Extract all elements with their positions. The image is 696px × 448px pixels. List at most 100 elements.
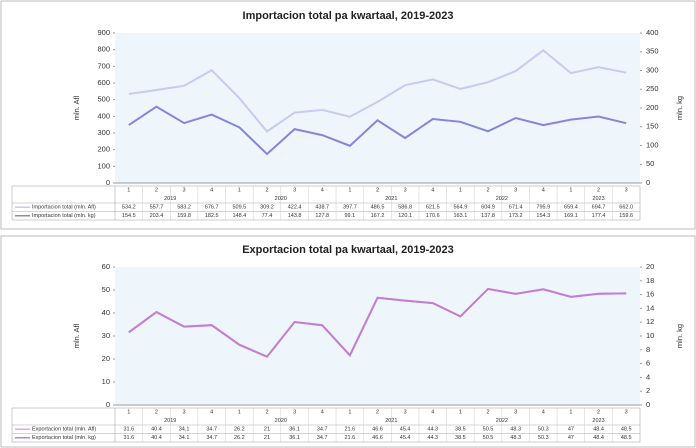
table-value: 795.9 — [536, 205, 550, 211]
table-value: 21.6 — [345, 427, 356, 433]
table-value: 203.4 — [150, 213, 164, 219]
x-tick-label: 1 — [238, 410, 241, 416]
x-tick-label: 2 — [155, 188, 158, 194]
x-group-label: 2019 — [164, 418, 176, 424]
series-line — [128, 49, 627, 133]
table-value: 169.1 — [564, 213, 578, 219]
chart-title: Importacion total pa kwartaal, 2019-2023 — [243, 10, 454, 22]
y2-tick-label: 12 — [646, 317, 654, 326]
table-value: 422.4 — [288, 205, 302, 211]
table-value: 177.4 — [592, 213, 606, 219]
x-tick-label: 3 — [404, 410, 407, 416]
legend-label: Exportacion total (mln. kg) — [32, 435, 96, 441]
table-value: 21 — [264, 435, 270, 441]
y2-tick-label: 6 — [646, 359, 650, 368]
x-tick-label: 2 — [597, 410, 600, 416]
table-value: 48.4 — [593, 427, 604, 433]
y-tick-label: 20 — [102, 354, 110, 363]
x-tick-label: 4 — [542, 188, 545, 194]
table-value: 48.4 — [593, 435, 604, 441]
table-value: 47 — [568, 435, 574, 441]
x-tick-label: 4 — [321, 410, 324, 416]
table-value: 45.4 — [400, 435, 411, 441]
table-value: 36.1 — [289, 427, 300, 433]
table-value: 46.6 — [372, 427, 383, 433]
table-value: 564.9 — [454, 205, 468, 211]
x-tick-label: 4 — [431, 188, 434, 194]
table-value: 48.5 — [621, 427, 632, 433]
table-value: 159.6 — [619, 213, 633, 219]
x-tick-label: 2 — [597, 188, 600, 194]
table-value: 50.3 — [538, 435, 549, 441]
y2-tick-label: 8 — [646, 345, 650, 354]
table-value: 45.4 — [400, 427, 411, 433]
y-tick-label: 40 — [102, 308, 110, 317]
x-tick-label: 1 — [459, 410, 462, 416]
legend-label: Exportacion total (mln. Afl) — [32, 427, 96, 433]
x-tick-label: 2 — [155, 410, 158, 416]
y-axis-label: mln. Afl — [72, 323, 81, 348]
table-value: 99.1 — [345, 213, 356, 219]
table-value: 662.0 — [619, 205, 633, 211]
x-group-label: 2020 — [275, 418, 287, 424]
x-tick-label: 2 — [376, 188, 379, 194]
table-value: 21 — [264, 427, 270, 433]
y-tick-label: 600 — [97, 78, 110, 87]
table-value: 48.3 — [510, 435, 521, 441]
table-value: 44.3 — [427, 435, 438, 441]
legend-label: Importacion total (mln. Afl) — [32, 205, 96, 211]
x-tick-label: 3 — [625, 188, 628, 194]
chart-frame — [0, 235, 696, 448]
table-value: 167.2 — [371, 213, 385, 219]
table-value: 604.9 — [481, 205, 495, 211]
x-tick-label: 3 — [625, 410, 628, 416]
x-tick-label: 1 — [569, 410, 572, 416]
y2-tick-label: 16 — [646, 290, 654, 299]
x-group-label: 2021 — [385, 418, 397, 424]
table-value: 31.6 — [123, 427, 134, 433]
x-tick-label: 2 — [486, 410, 489, 416]
table-value: 40.4 — [151, 435, 162, 441]
y2-tick-label: 10 — [646, 331, 654, 340]
table-value: 38.5 — [455, 427, 466, 433]
y2-tick-label: 300 — [646, 65, 659, 74]
x-tick-label: 1 — [348, 188, 351, 194]
x-tick-label: 4 — [210, 410, 213, 416]
x-tick-label: 2 — [486, 188, 489, 194]
y2-tick-label: 2 — [646, 386, 650, 395]
table-value: 182.5 — [205, 213, 219, 219]
table-value: 509.5 — [232, 205, 246, 211]
table-value: 163.1 — [454, 213, 468, 219]
y-tick-label: 500 — [97, 95, 110, 104]
table-value: 557.7 — [150, 205, 164, 211]
y-tick-label: 400 — [97, 111, 110, 120]
table-value: 36.1 — [289, 435, 300, 441]
x-group-label: 2022 — [496, 418, 508, 424]
plot-area — [115, 267, 640, 405]
table-value: 120.1 — [398, 213, 412, 219]
x-group-label: 2019 — [164, 196, 176, 202]
table-value: 34.7 — [317, 435, 328, 441]
x-tick-label: 1 — [569, 188, 572, 194]
x-group-label: 2023 — [592, 418, 604, 424]
x-tick-label: 4 — [210, 188, 213, 194]
x-group-label: 2023 — [592, 196, 604, 202]
table-value: 47 — [568, 427, 574, 433]
x-tick-label: 3 — [514, 188, 517, 194]
x-tick-label: 3 — [293, 188, 296, 194]
table-value: 170.6 — [426, 213, 440, 219]
y-tick-label: 300 — [97, 128, 110, 137]
table-value: 137.8 — [481, 213, 495, 219]
y-tick-label: 0 — [106, 400, 110, 409]
y2-tick-label: 250 — [646, 84, 659, 93]
series-line — [128, 105, 627, 156]
y-tick-label: 800 — [97, 45, 110, 54]
x-tick-label: 1 — [127, 410, 130, 416]
table-value: 48.3 — [510, 427, 521, 433]
y-axis-label: mln. Afl — [72, 95, 81, 120]
y2-tick-label: 200 — [646, 103, 659, 112]
y-tick-label: 30 — [102, 331, 110, 340]
y2-tick-label: 4 — [646, 372, 650, 381]
y-tick-label: 900 — [97, 28, 110, 37]
